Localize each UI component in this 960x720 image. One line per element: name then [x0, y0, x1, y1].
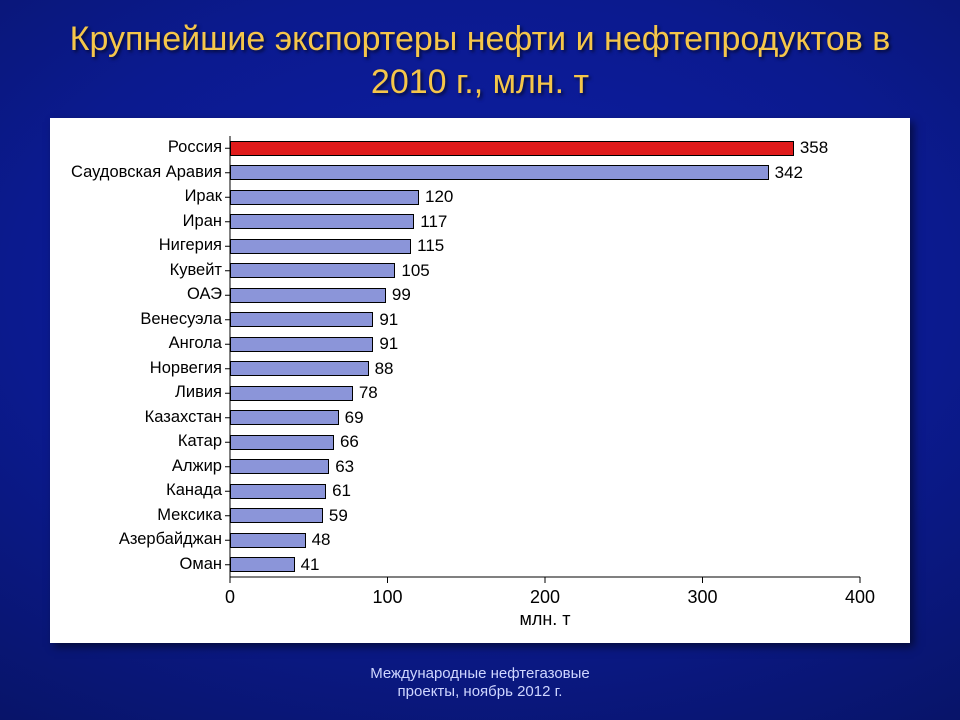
chart-panel: 0 100 200 300 400 млн. т Россия 358 Саудовская … — [50, 118, 910, 643]
value-label: 78 — [359, 384, 378, 401]
bar — [230, 459, 329, 474]
value-label: 48 — [312, 531, 331, 548]
x-tick-label: 200 — [530, 587, 560, 607]
value-label: 358 — [800, 139, 828, 156]
value-label: 120 — [425, 188, 453, 205]
category-label: Венесуэла — [52, 311, 222, 328]
bar — [230, 410, 339, 425]
category-label: Азербайджан — [52, 531, 222, 548]
category-label: Россия — [52, 139, 222, 156]
value-label: 59 — [329, 507, 348, 524]
value-label: 63 — [335, 458, 354, 475]
x-tick-label: 300 — [687, 587, 717, 607]
slide-title: Крупнейшие экспортеры нефти и нефтепроду… — [0, 0, 960, 113]
value-label: 69 — [345, 409, 364, 426]
bar — [230, 190, 419, 205]
category-label: Канада — [52, 482, 222, 499]
bar — [230, 288, 386, 303]
footer-line-1: Международные нефтегазовые — [0, 665, 960, 684]
value-label: 91 — [379, 335, 398, 352]
category-label: Ирак — [52, 188, 222, 205]
category-label: Нигерия — [52, 237, 222, 254]
category-label: Норвегия — [52, 360, 222, 377]
bar — [230, 508, 323, 523]
slide: Крупнейшие экспортеры нефти и нефтепроду… — [0, 0, 960, 720]
bar — [230, 435, 334, 450]
bar — [230, 361, 369, 376]
value-label: 91 — [379, 311, 398, 328]
x-axis-title: млн. т — [519, 609, 570, 629]
category-label: Кувейт — [52, 262, 222, 279]
category-label: Оман — [52, 556, 222, 573]
category-label: Алжир — [52, 458, 222, 475]
bar — [230, 239, 411, 254]
bar — [230, 557, 295, 572]
bar — [230, 263, 395, 278]
value-label: 115 — [417, 237, 444, 254]
category-label: Иран — [52, 213, 222, 230]
category-label: Катар — [52, 433, 222, 450]
bar — [230, 312, 373, 327]
category-label: Саудовская Аравия — [52, 164, 222, 181]
value-label: 342 — [775, 164, 803, 181]
value-label: 99 — [392, 286, 411, 303]
slide-footer: Международные нефтегазовые проекты, нояб… — [0, 665, 960, 703]
value-label: 66 — [340, 433, 359, 450]
value-label: 88 — [375, 360, 394, 377]
bar — [230, 533, 306, 548]
bar — [230, 337, 373, 352]
footer-line-2: проекты, ноябрь 2012 г. — [0, 683, 960, 702]
bar — [230, 484, 326, 499]
category-label: Казахстан — [52, 409, 222, 426]
category-label: Ангола — [52, 335, 222, 352]
bar — [230, 165, 769, 180]
value-label: 117 — [420, 213, 447, 230]
x-tick-label: 100 — [372, 587, 402, 607]
category-label: ОАЭ — [52, 286, 222, 303]
x-tick-label: 0 — [225, 587, 235, 607]
x-tick-label: 400 — [845, 587, 875, 607]
bar — [230, 214, 414, 229]
value-label: 61 — [332, 482, 351, 499]
bar — [230, 141, 794, 156]
category-label: Мексика — [52, 507, 222, 524]
value-label: 105 — [401, 262, 429, 279]
bar — [230, 386, 353, 401]
category-label: Ливия — [52, 384, 222, 401]
value-label: 41 — [301, 556, 320, 573]
